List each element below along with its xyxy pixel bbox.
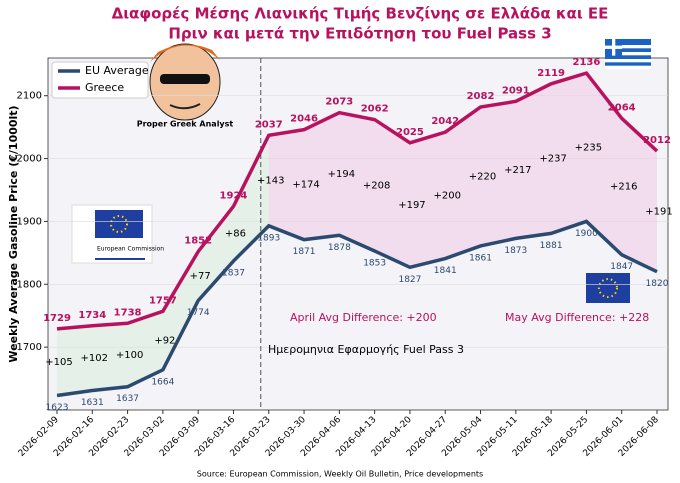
y-tick-label: 2100 bbox=[17, 91, 42, 102]
value-label: 1664 bbox=[151, 377, 174, 387]
difference-label: +86 bbox=[225, 229, 246, 240]
value-label: 2082 bbox=[467, 91, 495, 102]
value-label: 1729 bbox=[43, 313, 71, 324]
y-tick-label: 1800 bbox=[17, 279, 42, 290]
difference-label: +208 bbox=[363, 180, 390, 191]
series-line bbox=[56, 219, 658, 398]
value-label: 1827 bbox=[398, 275, 421, 285]
value-label: 1738 bbox=[114, 307, 142, 318]
annotation: April Avg Difference: +200 bbox=[290, 311, 437, 324]
ec-logo bbox=[71, 204, 153, 264]
value-label: 1878 bbox=[328, 243, 351, 253]
difference-label: +235 bbox=[575, 142, 602, 153]
value-label: 1853 bbox=[363, 258, 386, 268]
mascot bbox=[149, 43, 221, 121]
difference-area bbox=[268, 73, 657, 272]
annotation: May Avg Difference: +228 bbox=[505, 311, 649, 324]
value-label: 1841 bbox=[434, 266, 457, 276]
difference-label: +194 bbox=[328, 169, 355, 180]
value-label: 1631 bbox=[81, 398, 104, 408]
source: Source: European Commission, Weekly Oil … bbox=[197, 470, 483, 479]
value-label: 1637 bbox=[116, 394, 139, 404]
y-tick-label: 2000 bbox=[17, 154, 42, 165]
value-label: 2037 bbox=[255, 119, 283, 130]
y-tick-label: 1700 bbox=[17, 342, 42, 353]
value-label: 1837 bbox=[222, 269, 245, 279]
difference-label: +174 bbox=[292, 180, 319, 191]
value-label: 1871 bbox=[293, 247, 316, 257]
difference-label: +217 bbox=[504, 165, 531, 176]
legend: EU Average Greece bbox=[51, 61, 149, 99]
difference-label: +220 bbox=[469, 171, 496, 182]
value-label: 1852 bbox=[184, 236, 212, 247]
value-label: 1774 bbox=[187, 308, 210, 318]
difference-label: +143 bbox=[257, 176, 284, 187]
legend-label: Greece bbox=[85, 81, 124, 94]
value-label: 2073 bbox=[325, 97, 353, 108]
value-label: 2119 bbox=[537, 68, 565, 79]
value-label: 1861 bbox=[469, 253, 492, 263]
event-label: Ημερομηνια Εφαρμογής Fuel Pass 3 bbox=[268, 343, 464, 356]
difference-area bbox=[57, 135, 269, 396]
value-label: 1734 bbox=[78, 310, 106, 321]
chart-title: Διαφορές Μέσης Λιανικής Τιμής Βενζίνης σ… bbox=[112, 5, 609, 23]
value-label: 2091 bbox=[502, 85, 530, 96]
value-label: 1847 bbox=[610, 262, 633, 272]
value-label: 1623 bbox=[46, 403, 69, 413]
value-label: 2136 bbox=[572, 57, 600, 68]
y-axis-label: Weekly Average Gasoline Price (€/1000lt) bbox=[7, 105, 20, 362]
difference-label: +92 bbox=[154, 336, 175, 347]
value-label: 2062 bbox=[361, 104, 389, 115]
chart-subtitle: Πριν και μετά την Επιδότηση του Fuel Pas… bbox=[168, 25, 551, 43]
logo-label: European Commission bbox=[97, 246, 164, 253]
value-label: 1924 bbox=[220, 190, 248, 201]
value-label: 1820 bbox=[646, 279, 669, 289]
value-label: 2042 bbox=[431, 116, 459, 127]
value-label: 1900 bbox=[575, 229, 598, 239]
value-label: 2046 bbox=[290, 114, 318, 125]
greek-flag bbox=[605, 39, 651, 69]
difference-label: +105 bbox=[45, 357, 72, 368]
value-label: 1881 bbox=[540, 241, 563, 251]
difference-label: +216 bbox=[610, 182, 637, 193]
value-label: 1893 bbox=[257, 233, 280, 243]
difference-label: +197 bbox=[398, 200, 425, 211]
series-line bbox=[56, 71, 659, 331]
difference-label: +237 bbox=[539, 154, 566, 165]
value-label: 1873 bbox=[504, 246, 527, 256]
eu-flag bbox=[586, 273, 630, 303]
difference-label: +102 bbox=[81, 353, 108, 364]
value-label: 1757 bbox=[149, 295, 177, 306]
value-label: 2064 bbox=[608, 102, 636, 113]
value-label: 2012 bbox=[643, 135, 671, 146]
difference-label: +191 bbox=[645, 206, 672, 217]
value-label: 2025 bbox=[396, 127, 424, 138]
difference-label: +77 bbox=[190, 271, 211, 282]
difference-label: +200 bbox=[434, 190, 461, 201]
logo-label: Proper Greek Analyst bbox=[137, 120, 234, 129]
y-tick-label: 1900 bbox=[17, 216, 42, 227]
difference-label: +100 bbox=[116, 350, 143, 361]
legend-label: EU Average bbox=[85, 64, 149, 77]
